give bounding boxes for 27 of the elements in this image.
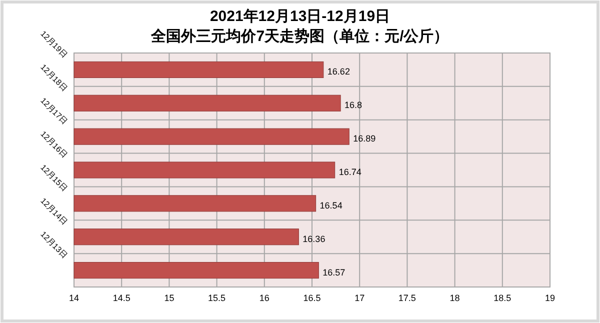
- x-tick-label: 16.5: [303, 293, 321, 303]
- x-tick-label: 14: [68, 293, 80, 303]
- x-tick-label: 14.5: [112, 293, 130, 303]
- x-tick-label: 18: [450, 293, 460, 303]
- data-label: 16.74: [338, 167, 362, 177]
- y-tick-label: 12月18日: [38, 62, 69, 93]
- y-tick-label: 12月14日: [38, 196, 69, 227]
- data-label: 16.62: [327, 66, 350, 77]
- x-tick-label: 15.5: [208, 293, 226, 303]
- data-label: 16.8: [344, 100, 362, 110]
- data-label: 16.57: [322, 267, 346, 278]
- y-tick-label: 12月19日: [38, 29, 69, 60]
- x-tick-label: 18.5: [494, 293, 512, 303]
- x-tick-label: 16: [259, 293, 270, 303]
- x-tick-label: 17: [354, 293, 365, 303]
- chart-subtitle: 全国外三元均价7天走势图（单位：元/公斤）: [150, 28, 449, 45]
- y-tick-label: 12月16日: [38, 129, 69, 160]
- y-tick-label: 12月13日: [38, 230, 69, 260]
- data-label: 16.54: [320, 200, 342, 210]
- chart-title: 2021年12月13日-12月19日: [210, 8, 390, 25]
- y-tick-label: 12月17日: [38, 96, 69, 126]
- x-tick-label: 17.5: [398, 293, 416, 303]
- x-tick-label: 15: [164, 293, 174, 303]
- data-label: 16.36: [302, 234, 326, 244]
- x-tick-label: 19: [544, 293, 556, 303]
- data-label: 16.89: [353, 134, 376, 144]
- y-tick-label: 12月15日: [38, 162, 69, 194]
